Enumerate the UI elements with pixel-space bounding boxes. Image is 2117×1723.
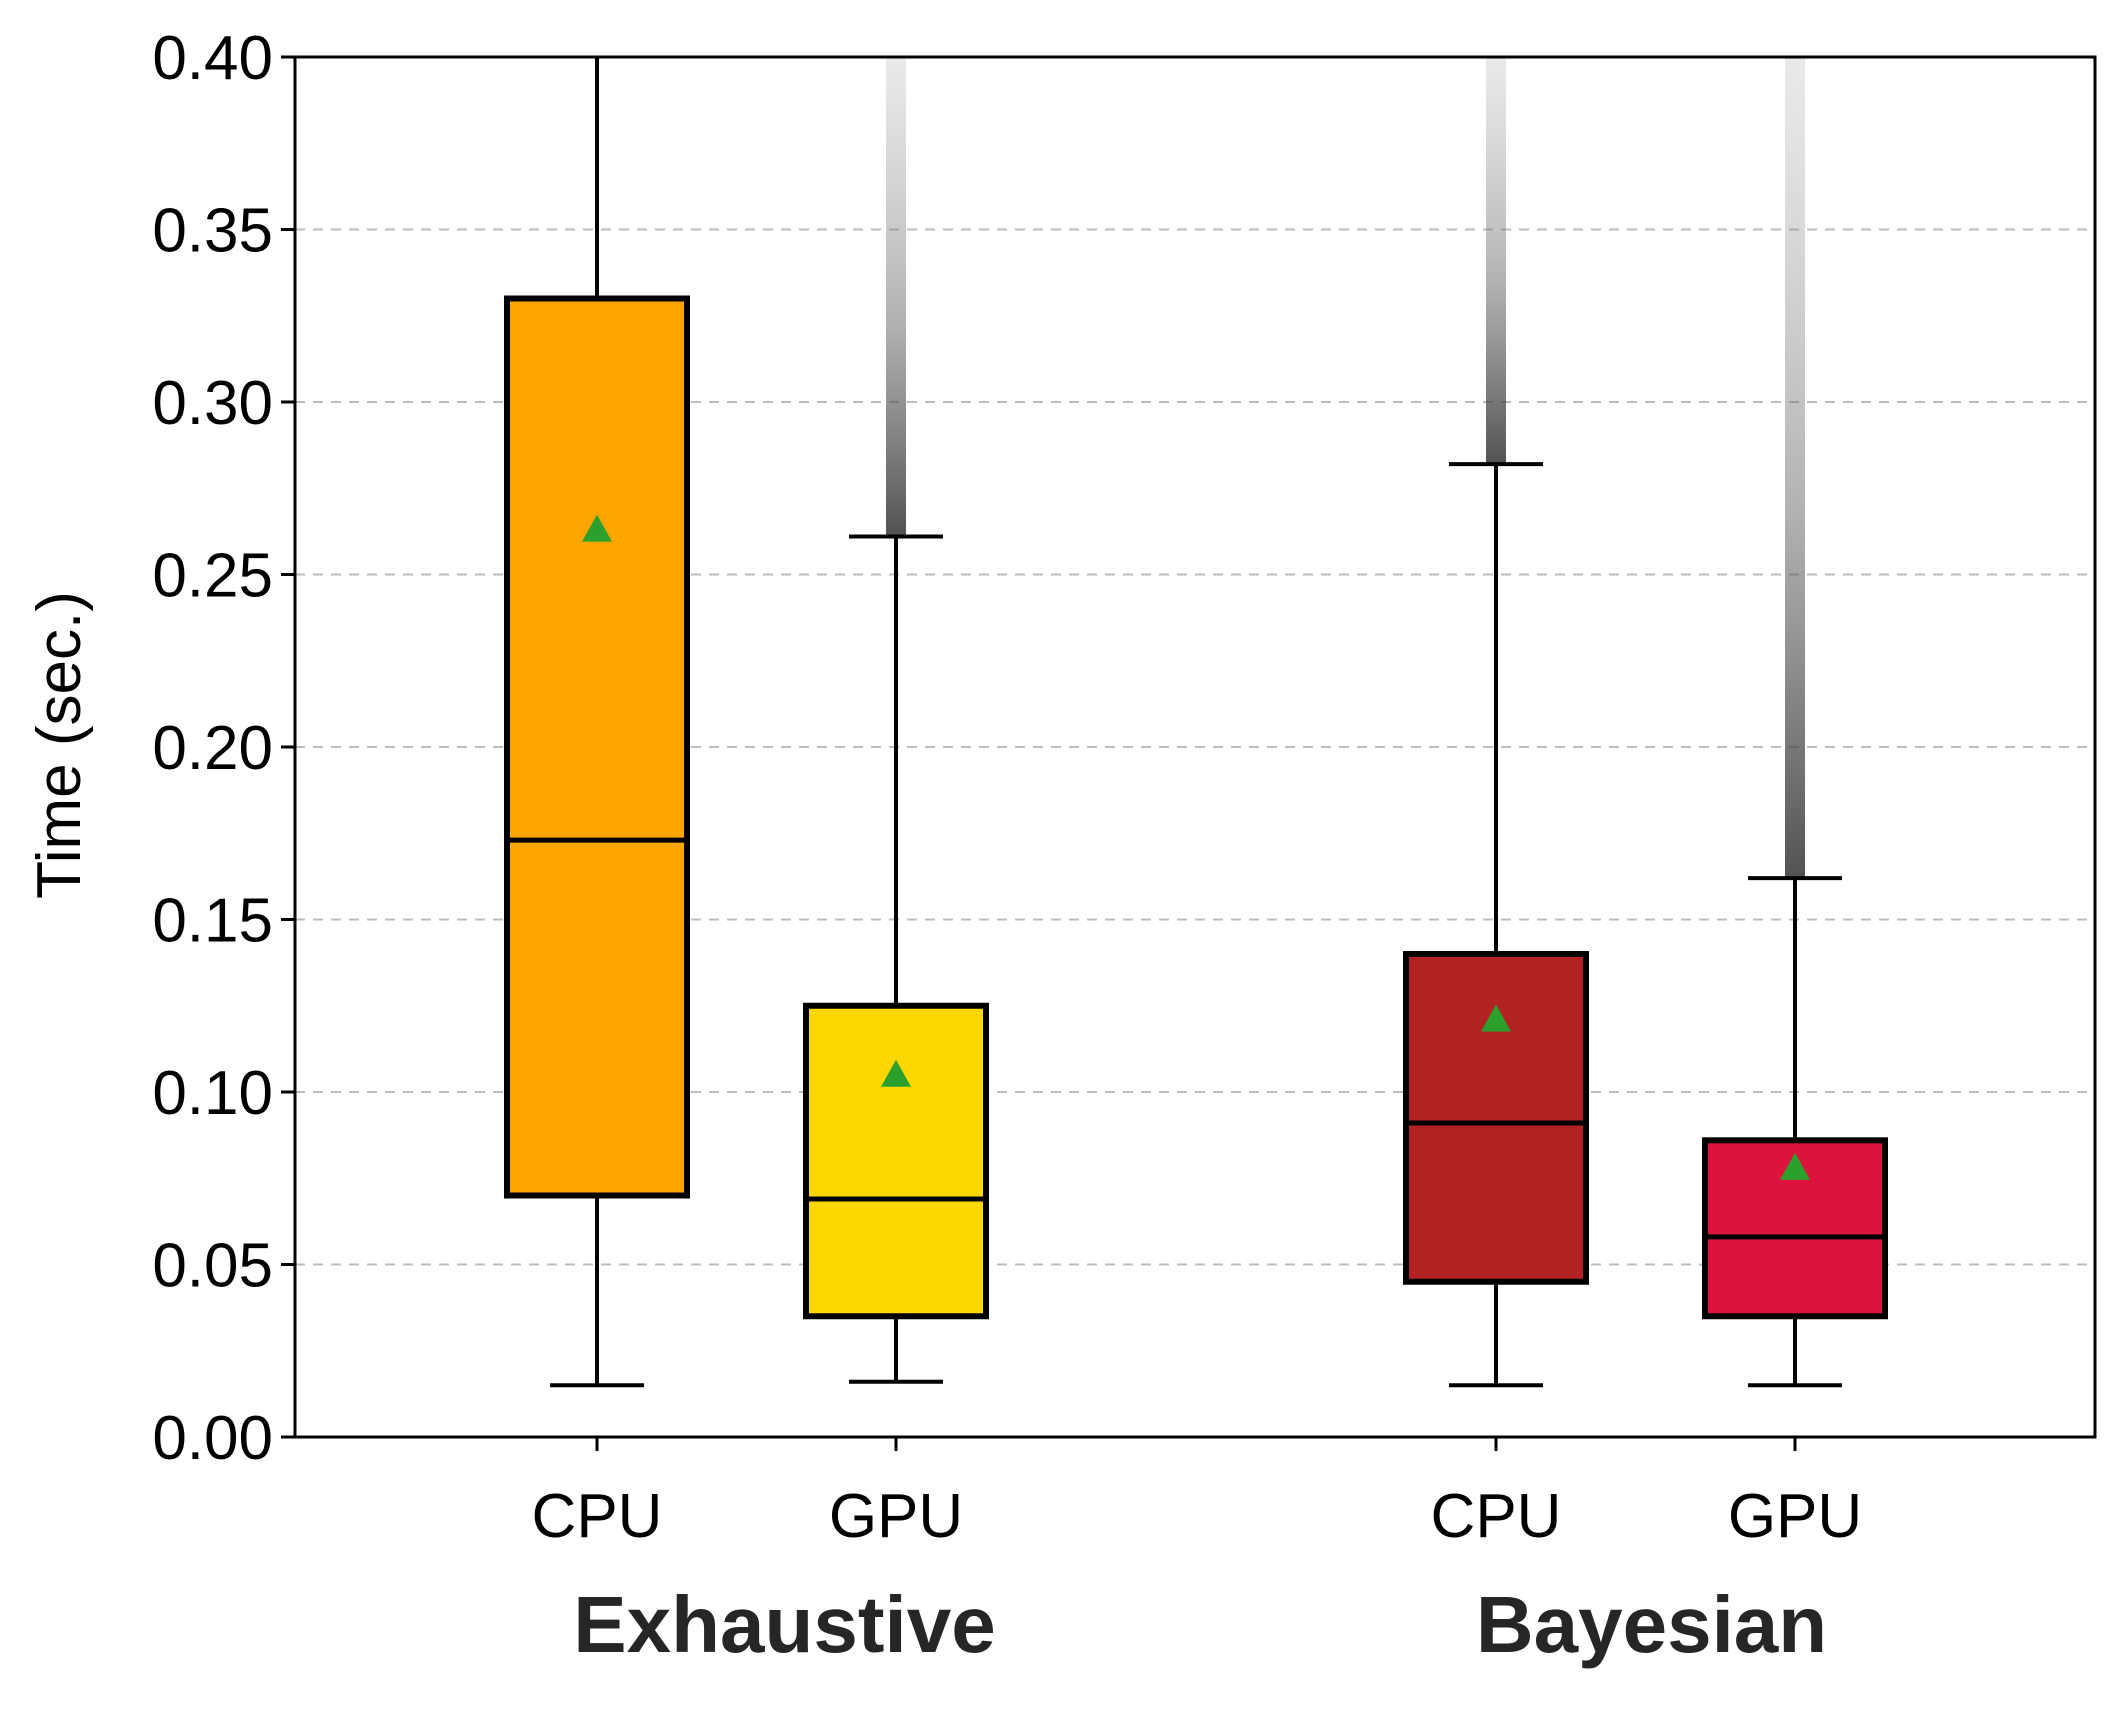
y-tick-label: 0.20 [152,714,273,783]
category-label: CPU [532,1482,663,1551]
outlier-streak [1486,57,1506,465]
category-label: GPU [829,1482,963,1551]
mean-marker [1481,1004,1511,1032]
mean-marker [881,1059,911,1087]
y-tick-label: 0.35 [152,197,273,266]
x-axis-group-labels: Exhaustive Bayesian [573,1580,1827,1669]
mean-marker [582,514,612,542]
mean-marker [1780,1152,1810,1180]
outlier-points [886,57,1805,879]
outlier-streak [1785,57,1805,879]
y-axis-label: Time (sec.) [25,591,94,899]
y-tick-label: 0.15 [152,887,273,956]
box-bayesian-cpu [1403,951,1589,1285]
category-label: CPU [1431,1482,1562,1551]
boxes [504,57,1888,1388]
y-axis-ticks: 0.00 0.05 0.10 0.15 0.20 0.25 0.30 0.35 0.40 [152,24,295,1473]
group-label-exhaustive: Exhaustive [573,1580,995,1669]
outlier-streak [886,57,906,537]
y-tick-label: 0.40 [152,24,273,93]
group-label-bayesian: Bayesian [1476,1580,1827,1669]
x-axis-category-labels: CPU GPU CPU GPU [532,1437,1862,1551]
y-tick-label: 0.00 [152,1404,273,1473]
y-tick-label: 0.05 [152,1232,273,1301]
box-exhaustive-gpu [803,1002,989,1320]
box-exhaustive-cpu [504,295,690,1199]
y-tick-label: 0.25 [152,542,273,611]
y-tick-label: 0.30 [152,369,273,438]
category-label: GPU [1728,1482,1862,1551]
y-tick-label: 0.10 [152,1059,273,1128]
